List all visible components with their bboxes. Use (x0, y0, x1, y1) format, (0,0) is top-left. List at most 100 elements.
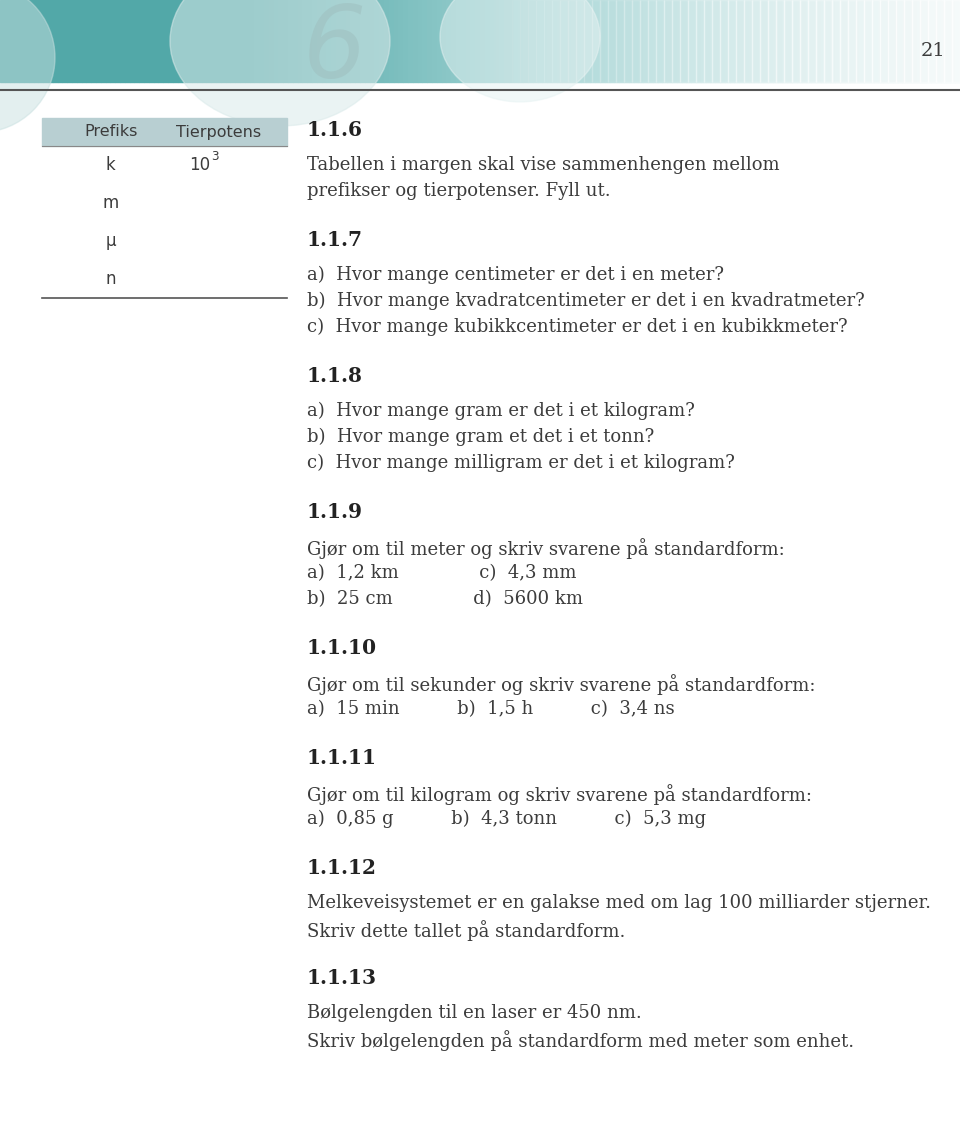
Bar (826, 0, 830, 82)
Text: 10: 10 (189, 156, 210, 174)
Bar (744, 0, 749, 82)
Bar (173, 0, 178, 82)
Bar (568, 0, 576, 82)
Bar (504, 0, 509, 82)
Bar (475, 0, 480, 82)
Bar (728, 0, 736, 82)
Bar (658, 0, 662, 82)
Bar (571, 0, 576, 82)
Bar (346, 0, 350, 82)
Bar (653, 0, 658, 82)
Bar (101, 0, 106, 82)
Bar (749, 0, 754, 82)
Bar (544, 0, 552, 82)
Bar (792, 0, 800, 82)
Bar (619, 0, 624, 82)
Bar (34, 0, 38, 82)
Bar (86, 0, 91, 82)
Text: a)  15 min          b)  1,5 h          c)  3,4 ns: a) 15 min b) 1,5 h c) 3,4 ns (307, 700, 675, 718)
Bar (250, 0, 254, 82)
Bar (760, 0, 768, 82)
Bar (736, 0, 744, 82)
Bar (576, 0, 581, 82)
Text: Gjør om til sekunder og skriv svarene på standardform:: Gjør om til sekunder og skriv svarene på… (307, 674, 815, 695)
Bar (168, 0, 173, 82)
Bar (715, 0, 720, 82)
Bar (848, 0, 856, 82)
Bar (688, 0, 696, 82)
Bar (758, 0, 763, 82)
Bar (754, 0, 758, 82)
Bar (53, 0, 58, 82)
Bar (936, 0, 941, 82)
Bar (456, 0, 461, 82)
Bar (605, 0, 610, 82)
Bar (422, 0, 427, 82)
Bar (520, 0, 528, 82)
Text: 1.1.13: 1.1.13 (307, 968, 377, 988)
Bar (912, 0, 920, 82)
Bar (864, 0, 872, 82)
Text: a)  Hvor mange gram er det i et kilogram?: a) Hvor mange gram er det i et kilogram? (307, 402, 695, 420)
Bar (274, 0, 278, 82)
Text: 1.1.7: 1.1.7 (307, 230, 363, 250)
Bar (776, 0, 784, 82)
Bar (187, 0, 192, 82)
Bar (648, 0, 653, 82)
Bar (763, 0, 768, 82)
Bar (418, 0, 422, 82)
Bar (672, 0, 677, 82)
Bar (926, 0, 931, 82)
Bar (466, 0, 470, 82)
Bar (712, 0, 720, 82)
Bar (499, 0, 504, 82)
Bar (182, 0, 187, 82)
Bar (370, 0, 374, 82)
Bar (307, 0, 312, 82)
Bar (96, 0, 101, 82)
Bar (67, 0, 72, 82)
Bar (686, 0, 691, 82)
Bar (288, 0, 293, 82)
Bar (178, 0, 182, 82)
Bar (326, 0, 331, 82)
Bar (768, 0, 773, 82)
Bar (245, 0, 250, 82)
Text: b)  Hvor mange gram et det i et tonn?: b) Hvor mange gram et det i et tonn? (307, 428, 655, 446)
Bar (269, 0, 274, 82)
Bar (856, 0, 864, 82)
Bar (139, 0, 144, 82)
Bar (638, 0, 643, 82)
Bar (389, 0, 394, 82)
Bar (797, 0, 802, 82)
Bar (656, 0, 664, 82)
Text: 3: 3 (211, 149, 219, 163)
Bar (293, 0, 298, 82)
Bar (528, 0, 533, 82)
Bar (600, 0, 608, 82)
Bar (149, 0, 154, 82)
Bar (298, 0, 302, 82)
Bar (518, 0, 523, 82)
Bar (821, 0, 826, 82)
Circle shape (0, 0, 55, 133)
Bar (590, 0, 595, 82)
Bar (432, 0, 437, 82)
Text: Gjør om til kilogram og skriv svarene på standardform:: Gjør om til kilogram og skriv svarene på… (307, 784, 812, 805)
Text: 21: 21 (921, 42, 945, 60)
Bar (0, 0, 5, 82)
Bar (216, 0, 221, 82)
Bar (58, 0, 62, 82)
Bar (163, 0, 168, 82)
Bar (832, 0, 840, 82)
Bar (806, 0, 811, 82)
Bar (547, 0, 552, 82)
Text: b)  25 cm              d)  5600 km: b) 25 cm d) 5600 km (307, 590, 583, 608)
Bar (610, 0, 614, 82)
Bar (536, 0, 544, 82)
Bar (557, 0, 562, 82)
Bar (350, 0, 355, 82)
Bar (696, 0, 701, 82)
Bar (800, 0, 808, 82)
Bar (720, 0, 728, 82)
